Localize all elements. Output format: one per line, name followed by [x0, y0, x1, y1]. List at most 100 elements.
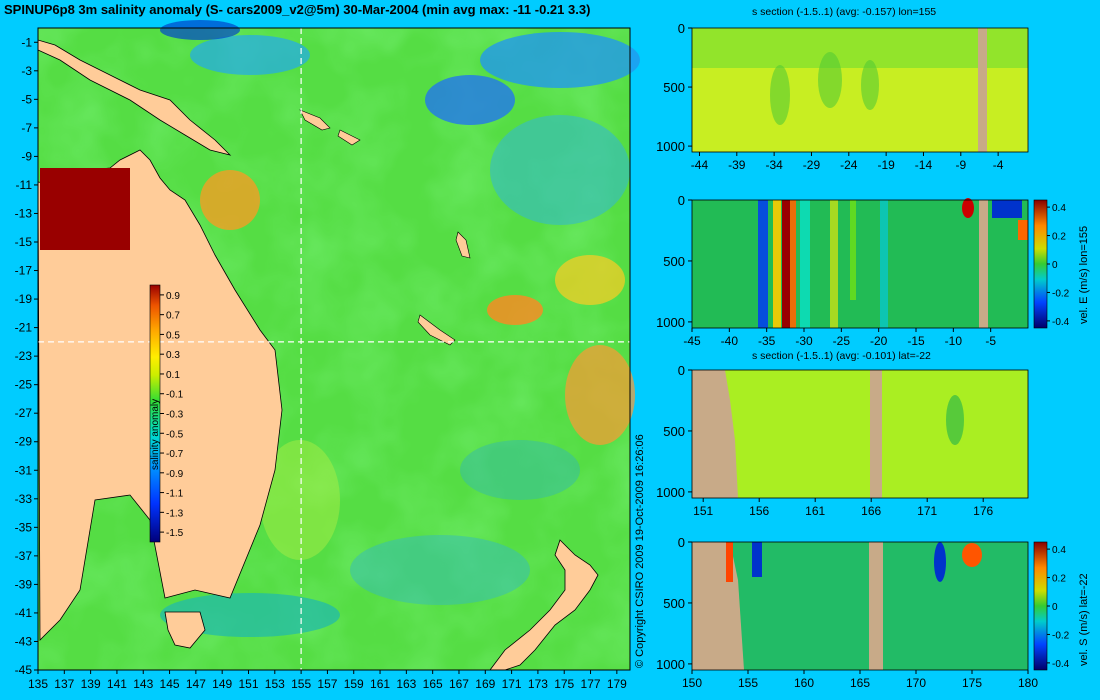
map-y-tick-label: -5: [21, 92, 32, 106]
map-colorbar-tick-label: 0.7: [166, 311, 180, 322]
section-x-tick-label: -10: [945, 334, 963, 348]
map-x-axis: 135 137 139 141 143 145 147 149 151 153 155 157 159 1…: [28, 670, 627, 691]
section-y-tick-label: 0: [678, 21, 685, 36]
map-y-tick-label: -19: [15, 292, 33, 306]
section-colorbar-tick-label: -0.4: [1052, 659, 1070, 670]
section-x-tick-label: -24: [840, 158, 858, 172]
panel3-land: [692, 370, 738, 498]
map-fresh-anomaly: [350, 535, 530, 605]
map-salty-anomaly: [487, 295, 543, 325]
section-y-tick-label: 0: [678, 363, 685, 378]
map-y-tick-label: -43: [15, 634, 33, 648]
section-x-tick-label: 156: [749, 504, 769, 518]
section-x-tick-label: -44: [691, 158, 709, 172]
map-x-tick-label: 171: [502, 677, 522, 691]
section-y-tick-label: 500: [663, 80, 685, 95]
section-x-tick-label: -29: [803, 158, 821, 172]
panel2-colorbar-label: vel. E (m/s) lon=155: [1078, 225, 1090, 324]
map-x-tick-label: 157: [317, 677, 337, 691]
map-x-tick-label: 147: [186, 677, 206, 691]
panel2-jet: [790, 200, 796, 328]
map-land-solomon-islands: [299, 109, 331, 131]
section-x-tick-label: 150: [682, 676, 702, 690]
section-colorbar-tick-label: 0: [1052, 602, 1058, 613]
map-salty-anomaly: [565, 345, 635, 445]
map-x-tick-label: 135: [28, 677, 48, 691]
panel1-frame: [691, 27, 1029, 153]
section-x-tick-label: -39: [728, 158, 746, 172]
section-y-tick-label: 1000: [656, 139, 685, 154]
map-x-tick-label: 143: [133, 677, 153, 691]
section-y-tick-label: 0: [678, 535, 685, 550]
section-x-tick-label: 165: [850, 676, 870, 690]
map-x-tick-label: 155: [291, 677, 311, 691]
map-panel: [37, 20, 640, 671]
section-colorbar-tick-label: 0: [1052, 260, 1058, 271]
map-x-tick-label: 149: [212, 677, 232, 691]
panel4-colorbar-label: vel. S (m/s) lat=-22: [1078, 573, 1090, 666]
map-salty-anomaly: [200, 170, 260, 230]
panel2-jet: [758, 200, 768, 328]
panel1-plume: [818, 52, 842, 108]
map-fresh-anomaly: [480, 32, 640, 88]
map-fresh-anomaly: [490, 115, 630, 225]
map-y-tick-label: -17: [15, 264, 33, 278]
panel2-jet: [992, 200, 1022, 218]
map-land-tasmania: [164, 611, 206, 649]
section-x-tick-label: -20: [870, 334, 888, 348]
map-y-tick-label: -9: [21, 149, 32, 163]
section-colorbar-tick-label: 0.4: [1052, 203, 1066, 214]
map-colorbar-tick-label: -0.7: [166, 449, 184, 460]
map-x-tick-label: 167: [449, 677, 469, 691]
section-x-tick-label: -30: [795, 334, 813, 348]
map-x-tick-label: 139: [81, 677, 101, 691]
panel2-jet: [850, 200, 856, 300]
map-land-vanuatu: [455, 231, 471, 259]
map-y-tick-label: -27: [15, 406, 33, 420]
map-fresh-anomaly: [160, 20, 240, 40]
section-x-tick-label: -19: [877, 158, 895, 172]
section-x-tick-label: 160: [794, 676, 814, 690]
panel3-frame: [691, 369, 1029, 499]
map-x-tick-label: 159: [344, 677, 364, 691]
panel4-jet: [726, 542, 733, 582]
panel2-land: [979, 200, 988, 328]
panel4-jet: [962, 543, 982, 567]
section-x-tick-label: 170: [906, 676, 926, 690]
map-land-new-guinea: [37, 39, 232, 156]
panel1-plume: [770, 65, 790, 125]
map-frame: [37, 27, 631, 671]
map-y-tick-label: -23: [15, 349, 33, 363]
map-y-tick-label: -25: [15, 378, 33, 392]
map-y-tick-label: -41: [15, 606, 33, 620]
section-y-tick-label: 500: [663, 424, 685, 439]
map-salty-anomaly: [260, 440, 340, 560]
section-x-tick-label: -15: [907, 334, 925, 348]
panel-s-section-lon: [691, 27, 1029, 153]
panel1-land: [978, 28, 987, 152]
section-x-tick-label: 155: [738, 676, 758, 690]
map-colorbar-tick-label: -0.1: [166, 390, 184, 401]
map-colorbar-tick-label: -1.3: [166, 508, 184, 519]
map-colorbar-tick-label: -1.5: [166, 528, 184, 539]
map-y-tick-label: -37: [15, 549, 33, 563]
section-x-tick-label: 180: [1018, 676, 1038, 690]
map-y-tick-label: -11: [16, 178, 33, 192]
map-x-tick-label: 175: [554, 677, 574, 691]
section-y-tick-label: 1000: [656, 315, 685, 330]
chart-title: SPINUP6p8 3m salinity anomaly (S- cars20…: [4, 2, 591, 17]
panel3-field: [692, 370, 1028, 498]
section-colorbar-tick-label: -0.2: [1052, 630, 1070, 641]
section-x-tick-label: -45: [683, 334, 701, 348]
map-x-tick-label: 151: [238, 677, 258, 691]
panel-vel-e-section: [691, 198, 1048, 329]
section-colorbar-tick-label: 0.4: [1052, 545, 1066, 556]
section-x-tick-label: -9: [955, 158, 966, 172]
panel2-colorbar: [1033, 199, 1048, 329]
map-y-tick-label: -31: [15, 463, 33, 477]
map-colorbar-tick-label: -0.5: [166, 429, 184, 440]
section-y-tick-label: 0: [678, 193, 685, 208]
section-x-tick-label: 151: [693, 504, 713, 518]
section-x-tick-label: -14: [915, 158, 933, 172]
panel2-jet: [800, 200, 810, 328]
